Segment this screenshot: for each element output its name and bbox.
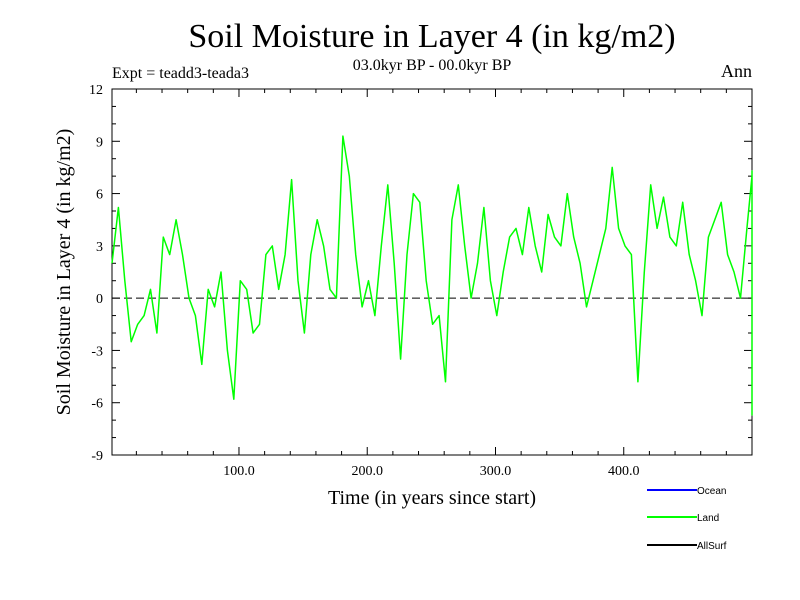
legend-label-land: Land (697, 513, 719, 524)
y-tick-label: 3 (96, 240, 103, 255)
x-tick-label: 300.0 (480, 464, 512, 479)
x-tick-label: 400.0 (608, 464, 640, 479)
x-tick-labels: 100.0 200.0 300.0 400.0 (223, 464, 639, 479)
y-tick-label: -3 (91, 344, 103, 359)
y-tick-label: 12 (89, 83, 103, 98)
y-tick-label: 0 (96, 292, 103, 307)
axis-ticks (112, 88, 752, 456)
x-tick-label: 100.0 (223, 464, 255, 479)
plot-area: -9 -6 -3 0 3 6 9 12 100.0 200.0 300.0 400.0 (89, 83, 753, 479)
legend-label-ocean: Ocean (697, 486, 726, 497)
x-axis-label: Time (in years since start) (328, 487, 536, 509)
series-layer (111, 135, 753, 416)
x-tick-label: 200.0 (351, 464, 383, 479)
y-tick-label: -9 (91, 449, 103, 464)
season-label: Ann (721, 61, 752, 81)
chart-subtitle: 03.0kyr BP - 00.0kyr BP (353, 57, 512, 74)
y-tick-label: 9 (96, 135, 103, 150)
y-tick-label: 6 (96, 188, 103, 203)
y-axis-label: Soil Moisture in Layer 4 (in kg/m2) (53, 129, 75, 416)
series-line-land (111, 135, 753, 416)
y-tick-label: -6 (91, 397, 103, 412)
legend-label-allsurf: AllSurf (697, 541, 727, 552)
plot-frame (111, 88, 753, 456)
y-tick-labels: -9 -6 -3 0 3 6 9 12 (89, 83, 103, 464)
experiment-label: Expt = teadd3-teada3 (112, 65, 249, 82)
legend: Ocean Land AllSurf (647, 486, 727, 552)
chart-title: Soil Moisture in Layer 4 (in kg/m2) (188, 18, 675, 55)
